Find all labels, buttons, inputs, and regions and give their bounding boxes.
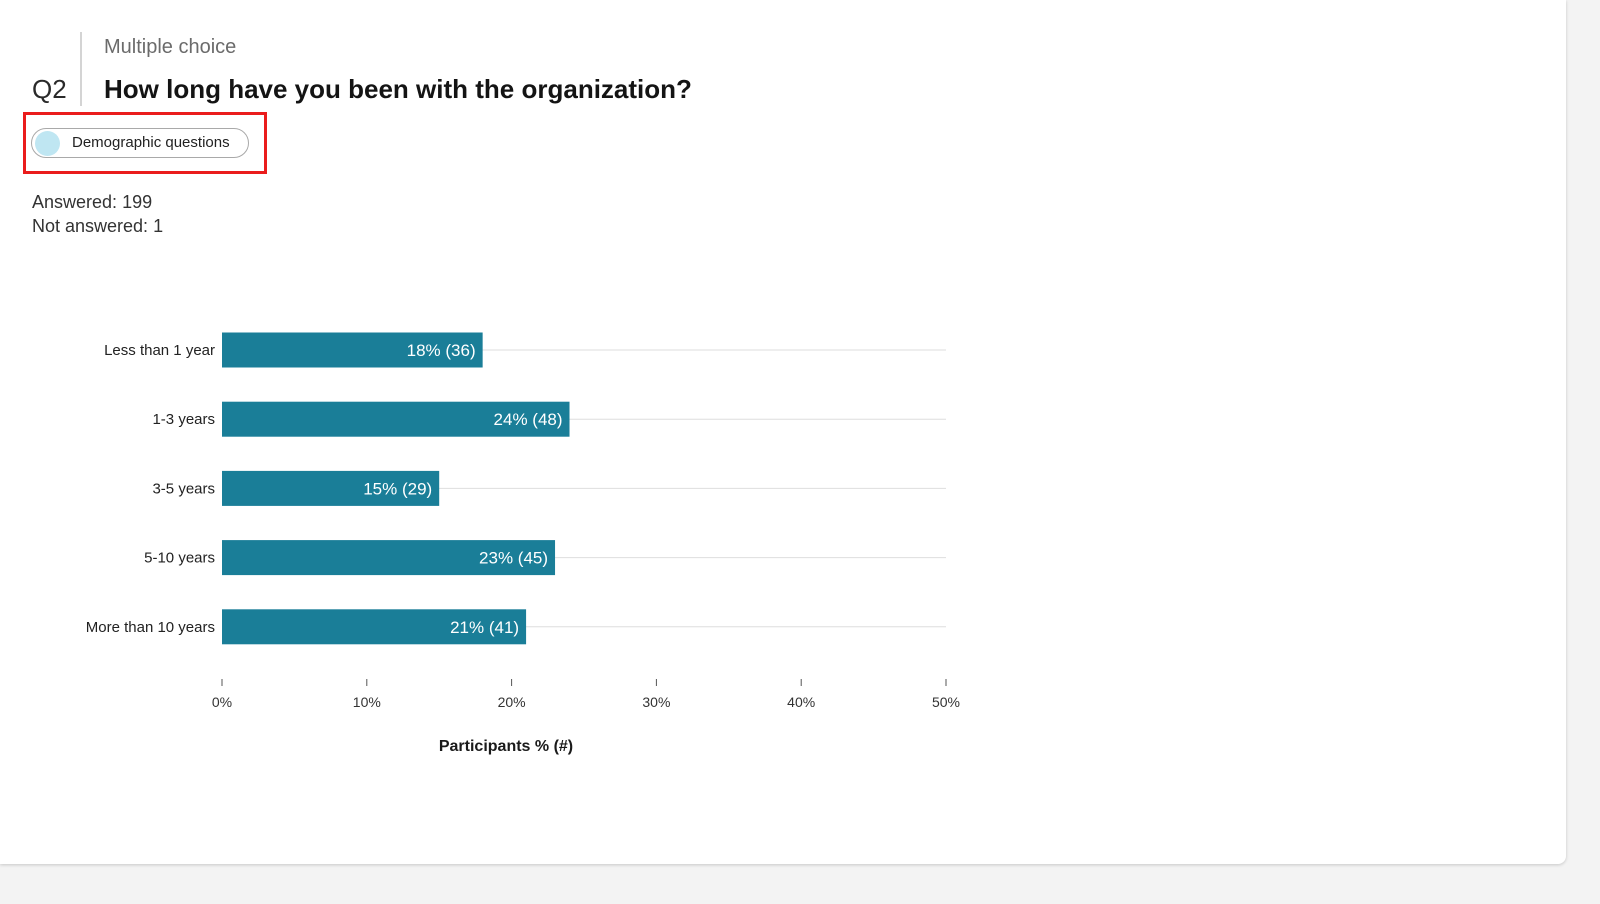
question-type: Multiple choice xyxy=(104,36,237,58)
answered-value: 199 xyxy=(122,192,153,212)
bar xyxy=(222,470,440,506)
bar-value-label: 15% (29) xyxy=(363,479,432,498)
x-tick-label: 20% xyxy=(498,694,526,710)
tag-label: Demographic questions xyxy=(72,134,230,151)
bar-value-label: 24% (48) xyxy=(494,410,563,429)
bar xyxy=(222,540,556,576)
not-answered-label: Not answered: xyxy=(32,216,149,236)
bar xyxy=(222,332,483,368)
question-divider xyxy=(80,32,82,106)
x-tick-label: 0% xyxy=(212,694,232,710)
question-card: Q2 Multiple choice How long have you bee… xyxy=(0,0,1566,864)
bar-value-label: 18% (36) xyxy=(407,341,476,360)
answered-label: Answered: xyxy=(32,192,118,212)
bar xyxy=(222,401,570,437)
not-answered-row: Not answered: 1 xyxy=(32,214,163,238)
tag-color-dot-icon xyxy=(35,131,60,156)
question-number: Q2 xyxy=(32,74,67,104)
bar xyxy=(222,609,527,645)
not-answered-value: 1 xyxy=(153,216,164,236)
category-label: More than 10 years xyxy=(86,619,215,636)
demographic-questions-tag[interactable]: Demographic questions xyxy=(31,128,249,158)
category-label: Less than 1 year xyxy=(104,342,215,359)
x-tick-label: 30% xyxy=(642,694,670,710)
answered-row: Answered: 199 xyxy=(32,190,163,214)
response-stats: Answered: 199 Not answered: 1 xyxy=(32,190,163,238)
x-tick-label: 50% xyxy=(932,694,960,710)
category-label: 1-3 years xyxy=(152,411,215,428)
x-tick-label: 40% xyxy=(787,694,815,710)
bar-value-label: 23% (45) xyxy=(479,549,548,568)
category-label: 3-5 years xyxy=(152,480,215,497)
question-title: How long have you been with the organiza… xyxy=(104,74,692,104)
bar-value-label: 21% (41) xyxy=(450,618,519,637)
tag-highlight-box xyxy=(23,112,267,174)
x-tick-label: 10% xyxy=(353,694,381,710)
x-axis-title: Participants % (#) xyxy=(439,738,573,755)
participants-bar-chart: 18% (36) Less than 1 year 24% (48) 1-3 year… xyxy=(86,332,960,755)
category-label: 5-10 years xyxy=(144,550,215,567)
